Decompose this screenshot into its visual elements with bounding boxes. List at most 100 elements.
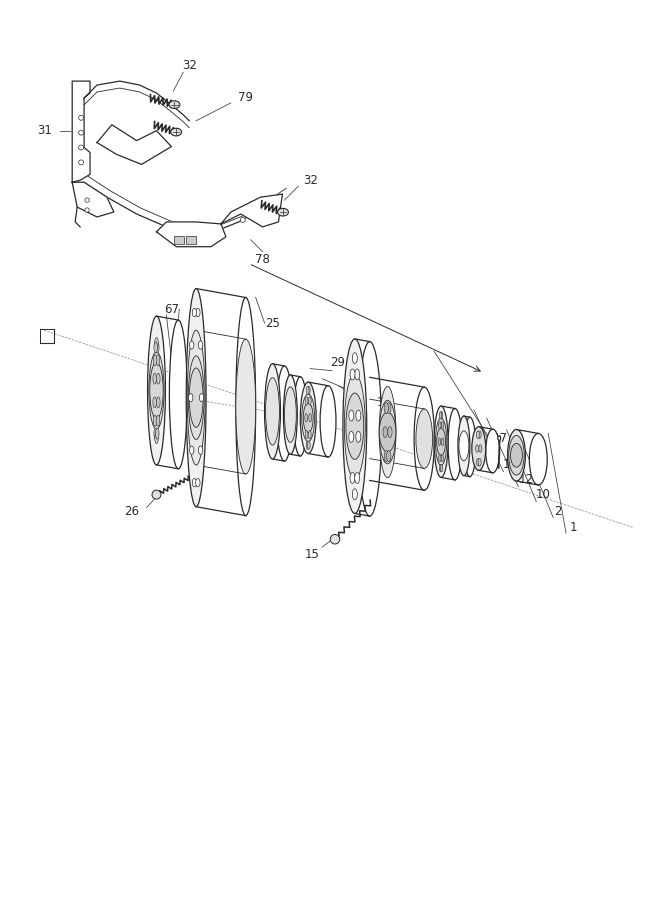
Ellipse shape: [442, 438, 444, 446]
Ellipse shape: [307, 441, 310, 449]
Ellipse shape: [189, 368, 203, 428]
Ellipse shape: [476, 458, 480, 466]
Ellipse shape: [277, 209, 288, 216]
Text: 67: 67: [164, 302, 179, 316]
Ellipse shape: [195, 479, 200, 487]
Ellipse shape: [152, 491, 161, 500]
Ellipse shape: [320, 386, 336, 457]
Text: 2: 2: [554, 505, 562, 518]
Ellipse shape: [439, 454, 441, 462]
Ellipse shape: [85, 198, 89, 202]
Ellipse shape: [307, 386, 310, 394]
Ellipse shape: [387, 402, 391, 413]
Ellipse shape: [199, 393, 204, 401]
Ellipse shape: [383, 427, 388, 437]
Ellipse shape: [265, 378, 279, 446]
Ellipse shape: [187, 330, 205, 465]
Ellipse shape: [79, 130, 83, 135]
Text: 13: 13: [503, 458, 518, 472]
Ellipse shape: [416, 409, 433, 468]
Ellipse shape: [189, 393, 193, 401]
Ellipse shape: [437, 428, 446, 455]
Ellipse shape: [155, 428, 159, 439]
Ellipse shape: [157, 397, 160, 408]
Ellipse shape: [236, 298, 255, 516]
Ellipse shape: [153, 416, 157, 427]
Ellipse shape: [198, 446, 203, 454]
Ellipse shape: [301, 394, 315, 442]
Ellipse shape: [192, 479, 197, 487]
Ellipse shape: [384, 402, 389, 413]
Ellipse shape: [350, 472, 355, 483]
Text: 32: 32: [303, 174, 317, 187]
Ellipse shape: [530, 434, 547, 485]
Ellipse shape: [476, 445, 479, 453]
Ellipse shape: [330, 535, 340, 544]
Ellipse shape: [343, 339, 367, 514]
Text: 1: 1: [569, 521, 577, 534]
Ellipse shape: [349, 410, 354, 421]
Text: 31: 31: [37, 124, 52, 137]
Ellipse shape: [188, 356, 204, 439]
Ellipse shape: [265, 364, 280, 459]
Text: 29: 29: [330, 356, 346, 369]
Text: 15: 15: [305, 547, 319, 561]
Ellipse shape: [350, 369, 355, 380]
Ellipse shape: [498, 436, 501, 440]
Ellipse shape: [448, 409, 462, 480]
Ellipse shape: [440, 464, 443, 472]
Ellipse shape: [440, 411, 442, 419]
Ellipse shape: [147, 316, 165, 465]
Ellipse shape: [358, 342, 382, 516]
Ellipse shape: [153, 355, 157, 365]
Ellipse shape: [79, 160, 83, 165]
Text: 25: 25: [265, 317, 280, 329]
Ellipse shape: [169, 320, 187, 469]
Ellipse shape: [236, 339, 255, 474]
Polygon shape: [157, 222, 226, 247]
Ellipse shape: [509, 436, 524, 475]
Ellipse shape: [308, 397, 311, 405]
Ellipse shape: [305, 430, 308, 439]
Ellipse shape: [189, 446, 194, 454]
Ellipse shape: [458, 416, 470, 475]
Ellipse shape: [440, 411, 443, 419]
Ellipse shape: [192, 309, 197, 317]
Text: 32: 32: [182, 58, 197, 72]
Ellipse shape: [303, 403, 313, 433]
Ellipse shape: [309, 414, 311, 422]
Ellipse shape: [356, 431, 361, 442]
Ellipse shape: [464, 418, 476, 477]
Text: 26: 26: [124, 505, 139, 518]
Ellipse shape: [305, 397, 308, 405]
Ellipse shape: [380, 412, 396, 452]
Ellipse shape: [355, 369, 360, 380]
Ellipse shape: [284, 387, 296, 443]
Ellipse shape: [79, 145, 83, 150]
Ellipse shape: [346, 393, 364, 459]
Ellipse shape: [387, 451, 391, 462]
Ellipse shape: [186, 289, 206, 507]
Ellipse shape: [150, 362, 163, 418]
Text: 28: 28: [348, 376, 362, 389]
Ellipse shape: [380, 386, 396, 478]
Ellipse shape: [155, 433, 158, 444]
Ellipse shape: [157, 374, 160, 384]
Ellipse shape: [154, 428, 157, 439]
Ellipse shape: [479, 445, 482, 453]
Ellipse shape: [441, 421, 444, 429]
Text: 12: 12: [519, 473, 534, 486]
Ellipse shape: [300, 382, 316, 454]
Ellipse shape: [293, 377, 307, 456]
Ellipse shape: [510, 444, 522, 467]
Ellipse shape: [459, 431, 469, 461]
Text: 19: 19: [377, 396, 392, 409]
Ellipse shape: [240, 218, 245, 222]
Ellipse shape: [154, 342, 157, 353]
Ellipse shape: [305, 414, 307, 422]
Ellipse shape: [352, 353, 358, 364]
Bar: [186, 236, 196, 244]
Ellipse shape: [414, 387, 434, 491]
Ellipse shape: [79, 115, 83, 121]
Ellipse shape: [355, 472, 360, 483]
